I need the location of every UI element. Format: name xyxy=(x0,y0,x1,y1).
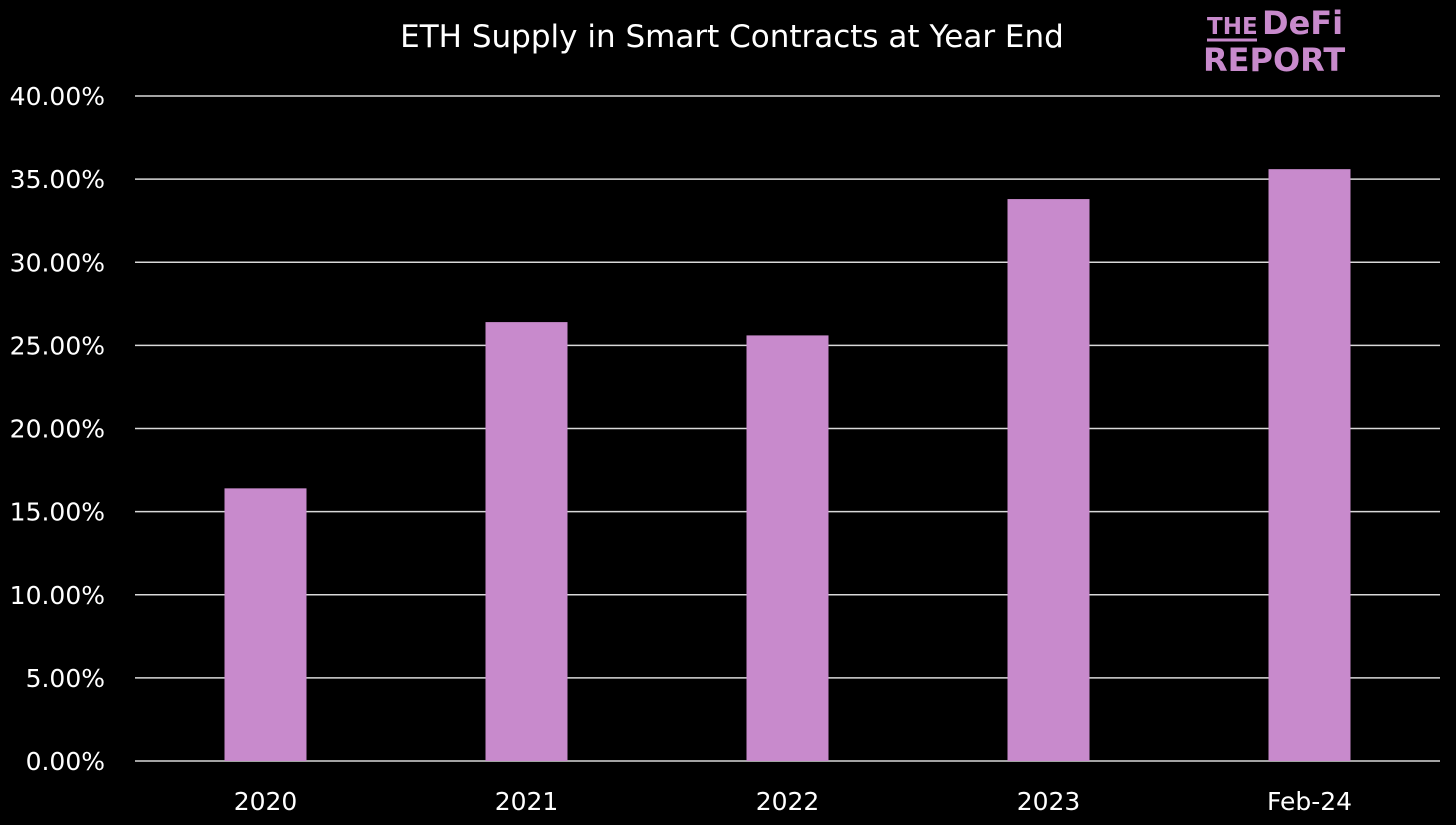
x-tick-label: Feb-24 xyxy=(1267,787,1352,816)
chart-title: ETH Supply in Smart Contracts at Year En… xyxy=(400,19,1064,55)
x-tick-label: 2022 xyxy=(756,787,820,816)
logo-report-text: REPORT xyxy=(1203,41,1345,79)
x-tick-label: 2020 xyxy=(234,787,298,816)
x-tick-label: 2023 xyxy=(1017,787,1081,816)
x-tick-label: 2021 xyxy=(495,787,559,816)
y-tick-label: 30.00% xyxy=(10,248,105,277)
y-tick-label: 25.00% xyxy=(10,331,105,360)
defi-report-logo: THE DeFi REPORT xyxy=(1203,4,1345,79)
y-axis-tick-labels: 0.00% 5.00% 10.00% 15.00% 20.00% 25.00% 30.00%… xyxy=(10,82,105,776)
y-tick-label: 5.00% xyxy=(26,664,105,693)
y-tick-label: 20.00% xyxy=(10,415,105,444)
bar-2023 xyxy=(1007,199,1090,761)
y-tick-label: 0.00% xyxy=(26,747,105,776)
bar-2022 xyxy=(746,335,829,761)
y-tick-label: 15.00% xyxy=(10,498,105,527)
logo-defi-text: DeFi xyxy=(1262,4,1343,42)
y-tick-label: 10.00% xyxy=(10,581,105,610)
bars xyxy=(224,169,1351,761)
bar-2020 xyxy=(224,488,307,761)
bar-2021 xyxy=(485,322,568,761)
logo-the-text: THE xyxy=(1207,14,1258,40)
y-tick-label: 40.00% xyxy=(10,82,105,111)
y-tick-label: 35.00% xyxy=(10,165,105,194)
bar-feb-24 xyxy=(1268,169,1351,761)
x-axis-tick-labels: 2020 2021 2022 2023 Feb-24 xyxy=(234,787,1352,816)
